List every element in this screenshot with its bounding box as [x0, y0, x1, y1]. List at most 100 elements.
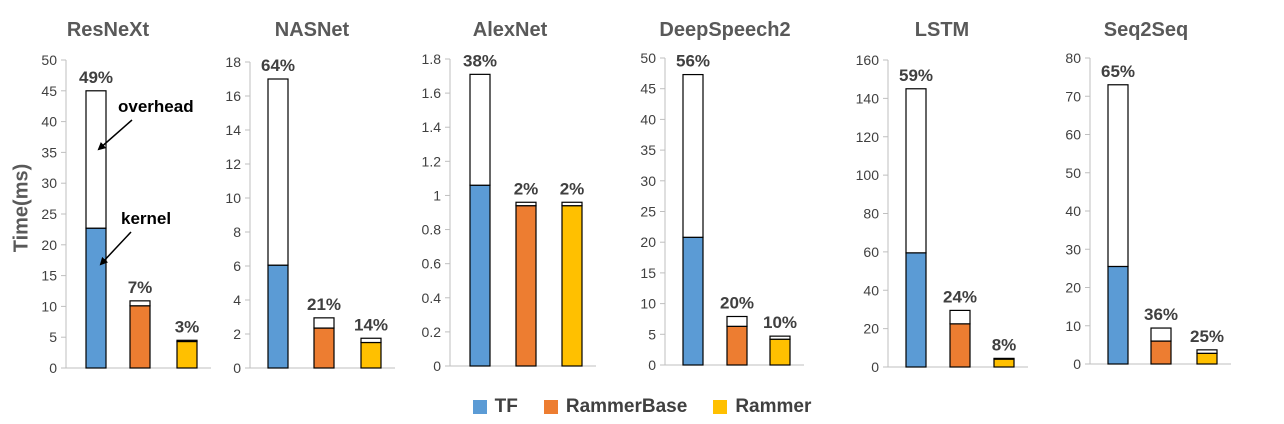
- bar-overhead-rammerbase: [1150, 327, 1172, 342]
- y-tick-label: 10: [225, 190, 241, 206]
- y-tick-label: 1.4: [422, 119, 442, 135]
- y-tick-label: 100: [856, 167, 880, 183]
- bar-kernel-rammer: [360, 341, 382, 369]
- y-tick-label: 0.2: [422, 324, 442, 340]
- y-tick-label: 5: [648, 326, 656, 342]
- bar-kernel-tf: [1107, 265, 1129, 365]
- data-label-tf: 59%: [899, 66, 933, 85]
- annotation-kernel-arrow: [99, 231, 132, 266]
- chart-title: ResNeXt: [67, 19, 150, 41]
- y-tick-label: 20: [41, 237, 57, 253]
- y-tick-label: 60: [863, 244, 879, 260]
- legend-swatch-rammerbase: [543, 400, 558, 414]
- panel-resnext: ResNeXt 0 5 10 15 20 25 30 35 40 45 50 49% 7% 3% overhe…: [41, 19, 211, 376]
- legend-item-rammer: Rammer: [713, 396, 811, 418]
- bar-overhead-tf: [85, 90, 107, 229]
- legend-swatch-tf: [472, 400, 487, 414]
- bar-kernel-tf: [267, 264, 289, 369]
- bar-kernel-rammer: [1196, 352, 1218, 365]
- bar-overhead-rammer: [360, 337, 382, 344]
- y-tick-label: 20: [1065, 280, 1081, 296]
- y-tick-label: 1.2: [422, 153, 442, 169]
- bar-kernel-rammerbase: [515, 205, 537, 367]
- legend-item-tf: TF: [472, 396, 518, 418]
- y-tick-label: 80: [863, 206, 879, 222]
- data-label-rammerbase: 36%: [1144, 305, 1178, 324]
- bar-overhead-rammerbase: [726, 315, 748, 327]
- y-tick-label: 70: [1065, 88, 1081, 104]
- data-label-tf: 65%: [1101, 62, 1135, 81]
- legend-item-rammerbase: RammerBase: [543, 396, 688, 418]
- chart-title: LSTM: [915, 19, 969, 41]
- data-label-tf: 49%: [79, 68, 113, 87]
- y-tick-label: 6: [233, 258, 241, 274]
- y-tick-label: 80: [1065, 50, 1081, 66]
- data-label-tf: 38%: [463, 51, 497, 70]
- bar-kernel-rammerbase: [129, 305, 151, 369]
- y-tick-label: 40: [640, 111, 656, 127]
- data-label-rammer: 2%: [560, 179, 585, 198]
- y-tick-label: 25: [41, 206, 57, 222]
- y-tick-label: 35: [41, 144, 57, 160]
- bar-overhead-tf: [1107, 84, 1129, 268]
- y-tick-label: 0: [1073, 356, 1081, 372]
- y-tick-label: 40: [1065, 203, 1081, 219]
- y-tick-label: 1.8: [422, 51, 442, 67]
- bar-kernel-tf: [469, 184, 491, 367]
- y-tick-label: 12: [225, 156, 241, 172]
- bar-overhead-rammerbase: [515, 201, 537, 207]
- y-tick-label: 10: [41, 298, 57, 314]
- y-axis-label: Time(ms): [10, 163, 33, 253]
- bar-kernel-tf: [905, 252, 927, 368]
- y-tick-label: 25: [640, 204, 656, 220]
- y-tick-label: 60: [1065, 127, 1081, 143]
- bar-overhead-tf: [267, 78, 289, 266]
- y-tick-label: 30: [640, 173, 656, 189]
- data-label-rammerbase: 24%: [943, 287, 977, 306]
- data-label-rammer: 25%: [1190, 327, 1224, 346]
- y-tick-label: 0.4: [422, 290, 442, 306]
- y-tick-label: 1: [433, 187, 441, 203]
- y-tick-label: 160: [856, 52, 880, 68]
- bar-overhead-rammer: [561, 201, 583, 207]
- data-label-tf: 56%: [676, 52, 710, 71]
- bar-overhead-tf: [905, 88, 927, 254]
- bar-overhead-rammer: [1196, 349, 1218, 354]
- data-label-tf: 64%: [261, 56, 295, 75]
- y-tick-label: 10: [640, 296, 656, 312]
- y-tick-label: 0: [49, 360, 57, 376]
- y-tick-label: 4: [233, 292, 241, 308]
- bar-overhead-rammerbase: [949, 309, 971, 325]
- y-tick-label: 0: [233, 360, 241, 376]
- y-tick-label: 20: [640, 234, 656, 250]
- chart-canvas: ResNeXt0510152025303540455049%7%3%overhe…: [41, 19, 1231, 376]
- legend: TF RammerBase Rammer: [0, 392, 1284, 422]
- panel-lstm: LSTM 0 20 40 60 80 100 120 140 160 59% 24% 8%: [856, 19, 1028, 375]
- data-label-rammerbase: 21%: [307, 295, 341, 314]
- y-tick-label: 40: [41, 114, 57, 130]
- bar-kernel-tf: [85, 227, 107, 369]
- y-tick-label: 0: [433, 358, 441, 374]
- data-label-rammerbase: 20%: [720, 293, 754, 312]
- bar-overhead-rammerbase: [313, 317, 335, 329]
- panel-seq2seq: Seq2Seq 0 10 20 30 40 50 60 70 80 65% 36% 25%: [1065, 19, 1231, 372]
- annotation-kernel: kernel: [121, 209, 171, 228]
- bar-kernel-rammer: [769, 338, 791, 366]
- y-tick-label: 15: [41, 268, 57, 284]
- y-tick-label: 50: [1065, 165, 1081, 181]
- bar-kernel-rammer: [993, 358, 1015, 368]
- data-label-rammer: 10%: [763, 313, 797, 332]
- y-tick-label: 20: [863, 321, 879, 337]
- y-tick-label: 30: [41, 175, 57, 191]
- y-tick-label: 40: [863, 282, 879, 298]
- annotation-overhead-arrow: [97, 119, 133, 151]
- bar-kernel-rammerbase: [949, 323, 971, 368]
- data-label-rammerbase: 2%: [514, 179, 539, 198]
- data-label-rammer: 3%: [175, 317, 200, 336]
- y-tick-label: 5: [49, 329, 57, 345]
- y-tick-label: 2: [233, 326, 241, 342]
- legend-label-rammerbase: RammerBase: [565, 396, 688, 417]
- y-tick-label: 10: [1065, 318, 1081, 334]
- panel-alexnet: AlexNet 0 0.2 0.4 0.6 0.8 1 1.2 1.4 1.6 1.8 38% 2% 2%: [422, 19, 596, 374]
- y-tick-label: 1.6: [422, 85, 442, 101]
